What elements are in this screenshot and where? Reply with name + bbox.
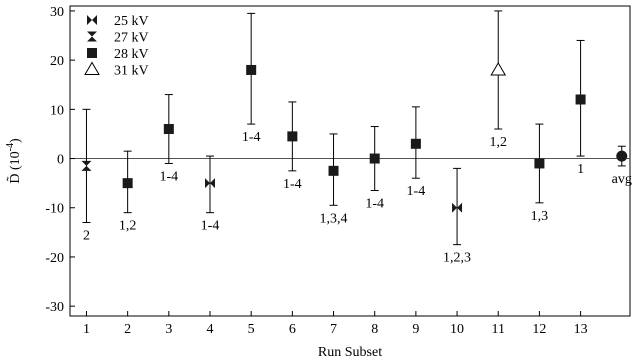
y-tick-label: -10 — [45, 202, 64, 217]
y-tick-label: 20 — [50, 54, 64, 69]
x-tick-label: 1 — [83, 322, 90, 337]
x-tick-label: 8 — [371, 322, 378, 337]
point-label: 1-4 — [159, 169, 178, 184]
y-axis-label-exponent: -4 — [5, 143, 16, 151]
point-label: 2 — [83, 229, 90, 244]
x-tick-label: 5 — [248, 322, 255, 337]
data-point: avg — [612, 145, 632, 187]
y-tick-label: 30 — [50, 5, 64, 20]
x-axis-label: Run Subset — [318, 345, 382, 360]
point-marker — [122, 178, 133, 189]
legend-entry: 25 kV — [87, 14, 149, 29]
point-marker — [616, 150, 628, 162]
y-tick-label: 0 — [57, 153, 64, 168]
legend-entry: 27 kV — [87, 31, 149, 46]
legend-entry: 31 kV — [84, 61, 149, 79]
point-marker — [534, 158, 545, 169]
data-point: 1,2,3 — [443, 167, 471, 266]
data-point: 1-4 — [407, 106, 426, 199]
data-point: 2 — [81, 108, 92, 244]
y-tick-label: -30 — [45, 300, 64, 315]
point-marker — [328, 165, 339, 176]
plot-frame — [69, 5, 631, 317]
point-label: 1,2 — [119, 219, 137, 234]
data-point: 1,3,4 — [320, 133, 348, 226]
x-tick-label: 6 — [289, 322, 296, 337]
point-marker — [490, 61, 507, 76]
point-label: 1-4 — [242, 130, 261, 145]
x-tick-label: 7 — [330, 322, 337, 337]
point-label: 1-4 — [407, 184, 426, 199]
legend-marker — [87, 48, 97, 58]
data-point: 1,2 — [489, 10, 507, 150]
x-tick-label: 3 — [165, 322, 172, 337]
data-point: 1-4 — [201, 155, 220, 234]
data-point: 1-4 — [242, 12, 261, 145]
x-tick-label: 12 — [532, 322, 546, 337]
legend-label: 27 kV — [114, 31, 149, 46]
legend-label: 25 kV — [114, 14, 149, 29]
y-axis-label-main: D̃ (10 — [6, 151, 23, 183]
point-label: 1-4 — [201, 219, 220, 234]
legend-marker — [87, 15, 97, 25]
legend-marker — [84, 61, 100, 75]
legend-marker — [87, 31, 97, 42]
data-point: 1-4 — [365, 126, 384, 212]
point-label: 1,2 — [489, 135, 507, 150]
y-tick-label: -20 — [45, 251, 64, 266]
data-point: 1,2 — [119, 150, 137, 234]
point-marker — [452, 202, 463, 213]
legend-entry: 28 kV — [87, 47, 149, 62]
data-point: 1,3 — [531, 123, 549, 224]
x-tick-label: 11 — [491, 322, 504, 337]
legend-label: 28 kV — [114, 47, 149, 62]
point-marker — [81, 160, 92, 171]
data-point: 1 — [575, 39, 586, 177]
y-tick-label: 10 — [50, 103, 64, 118]
point-marker — [287, 131, 298, 142]
point-marker — [575, 94, 586, 105]
point-marker — [246, 64, 257, 75]
point-marker — [205, 178, 215, 189]
point-marker — [410, 138, 421, 149]
point-marker — [369, 153, 380, 164]
data-point: 1-4 — [159, 94, 178, 184]
x-tick-label: 13 — [574, 322, 588, 337]
point-label: 1,3 — [531, 209, 549, 224]
x-tick-label: 9 — [412, 322, 419, 337]
point-label: 1-4 — [365, 197, 384, 212]
point-label: avg — [612, 172, 632, 187]
y-axis-label: D̃ (10-4) — [5, 138, 23, 184]
x-tick-label: 10 — [450, 322, 464, 337]
point-label: 1,3,4 — [320, 211, 348, 226]
point-label: 1 — [577, 162, 584, 177]
x-tick-label: 4 — [207, 322, 214, 337]
point-marker — [163, 124, 174, 135]
x-tick-label: 2 — [124, 322, 131, 337]
point-label: 1-4 — [283, 177, 302, 192]
legend-label: 31 kV — [114, 64, 149, 79]
point-label: 1,2,3 — [443, 251, 471, 266]
y-axis-label-close: ) — [8, 138, 23, 143]
data-point: 1-4 — [283, 101, 302, 192]
